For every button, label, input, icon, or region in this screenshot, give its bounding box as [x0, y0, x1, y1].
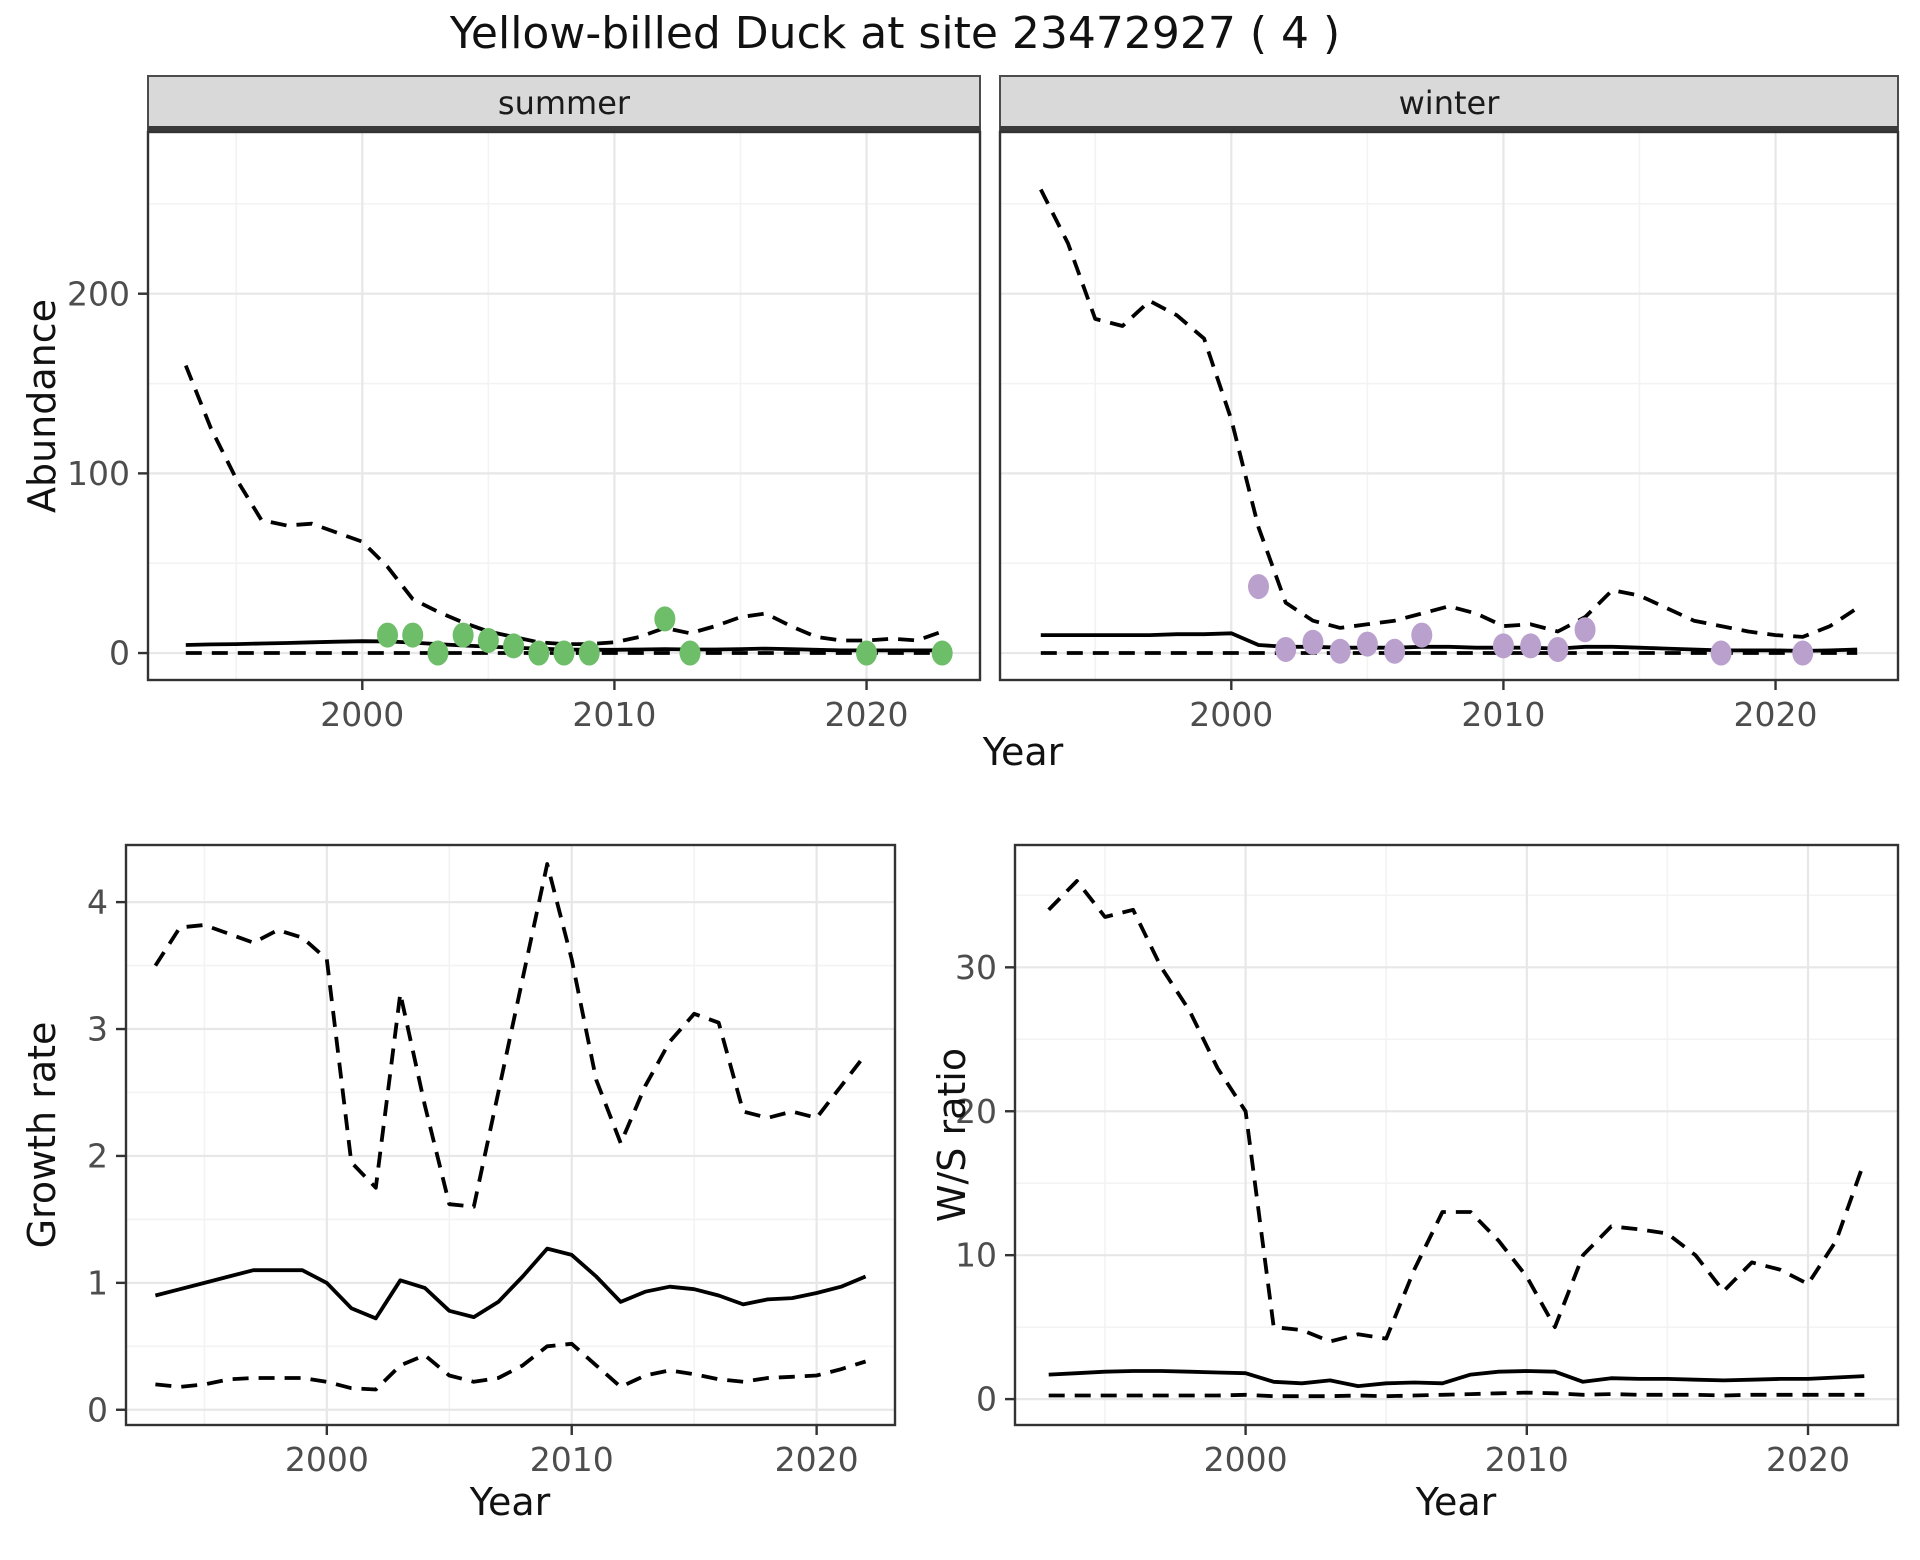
y-tick-label: 2	[87, 1136, 108, 1175]
x-tick-label: 2010	[572, 695, 656, 734]
x-tick-label: 2000	[1204, 1440, 1288, 1479]
panel-background	[1000, 132, 1898, 680]
x-tick-label: 2000	[320, 695, 404, 734]
data-point	[1329, 638, 1351, 664]
series-lower_ci	[1048, 1390, 1865, 1399]
series-upper_ci	[1047, 879, 1867, 1344]
x-tick-label: 2020	[1734, 695, 1818, 734]
y-tick-label: 4	[87, 883, 108, 922]
data-point	[578, 640, 600, 666]
data-point	[1411, 622, 1433, 648]
data-point	[679, 640, 701, 666]
y-tick-label: 0	[976, 1380, 997, 1419]
y-tick-label: 20	[955, 1092, 997, 1131]
panel-data-layer	[184, 364, 953, 666]
panel-data-layer	[1039, 188, 1859, 666]
y-tick-label: 0	[87, 1390, 108, 1429]
y-axis-title-abundance: Abundance	[20, 298, 64, 514]
series-upper_ci	[1039, 188, 1859, 639]
data-point	[1275, 636, 1297, 662]
panel-background	[1015, 845, 1898, 1425]
figure-title: Yellow-billed Duck at site 23472927 ( 4 …	[449, 8, 1341, 59]
data-point	[528, 640, 550, 666]
panel-border	[998, 130, 1900, 682]
data-point	[553, 640, 575, 666]
series-median	[1048, 1369, 1865, 1388]
x-axis-title-top: Year	[982, 730, 1064, 774]
data-point	[931, 640, 953, 666]
panel-background	[148, 132, 980, 680]
data-point	[427, 640, 449, 666]
data-point	[1248, 574, 1270, 600]
x-axis-title-growth: Year	[469, 1480, 551, 1524]
series-upper_ci	[184, 364, 943, 646]
data-point	[1302, 629, 1324, 655]
x-axis-title-ws: Year	[1415, 1480, 1497, 1524]
panel-background	[126, 845, 895, 1425]
panel-data-layer	[1047, 879, 1867, 1399]
series-median	[154, 1246, 867, 1321]
x-tick-label: 2020	[775, 1440, 859, 1479]
y-tick-label: 10	[955, 1236, 997, 1275]
x-tick-label: 2010	[1461, 695, 1545, 734]
x-tick-label: 2010	[1485, 1440, 1569, 1479]
y-axis-title-ws: W/S ratio	[930, 1047, 974, 1223]
facet-strip-band	[1000, 126, 1898, 131]
data-point	[1547, 636, 1569, 662]
data-point	[856, 640, 878, 666]
x-tick-label: 2020	[825, 695, 909, 734]
y-tick-label: 1	[87, 1263, 108, 1302]
y-tick-label: 3	[87, 1010, 108, 1049]
data-point	[377, 622, 399, 648]
data-point	[452, 622, 474, 648]
facet-strip-band	[148, 126, 980, 131]
panel-data-layer	[153, 862, 868, 1392]
data-point	[654, 606, 676, 632]
x-tick-label: 2010	[530, 1440, 614, 1479]
x-tick-label: 2000	[1189, 695, 1273, 734]
series-lower_ci	[155, 1341, 867, 1392]
data-point	[1710, 640, 1732, 666]
facet-strip-summer: summer	[497, 84, 631, 122]
data-point	[402, 622, 424, 648]
y-tick-label: 30	[955, 948, 997, 987]
facet-strip-winter: winter	[1398, 84, 1500, 122]
y-tick-label: 100	[67, 454, 130, 493]
panel-border	[146, 130, 982, 682]
data-point	[1384, 638, 1406, 664]
data-point	[1520, 633, 1542, 659]
x-tick-label: 2020	[1766, 1440, 1850, 1479]
y-tick-label: 0	[109, 634, 130, 673]
facet-strip	[999, 75, 1899, 131]
y-axis-title-growth: Growth rate	[20, 1021, 64, 1249]
data-point	[477, 627, 499, 653]
y-tick-label: 200	[67, 274, 130, 313]
data-point	[1792, 640, 1814, 666]
panel-border	[124, 843, 897, 1427]
panel-border	[1013, 843, 1900, 1427]
x-tick-label: 2000	[285, 1440, 369, 1479]
data-point	[1356, 631, 1378, 657]
data-point	[503, 633, 525, 659]
data-point	[1574, 617, 1596, 643]
facet-strip	[147, 75, 981, 131]
data-point	[1492, 633, 1514, 659]
series-upper_ci	[153, 862, 868, 1209]
